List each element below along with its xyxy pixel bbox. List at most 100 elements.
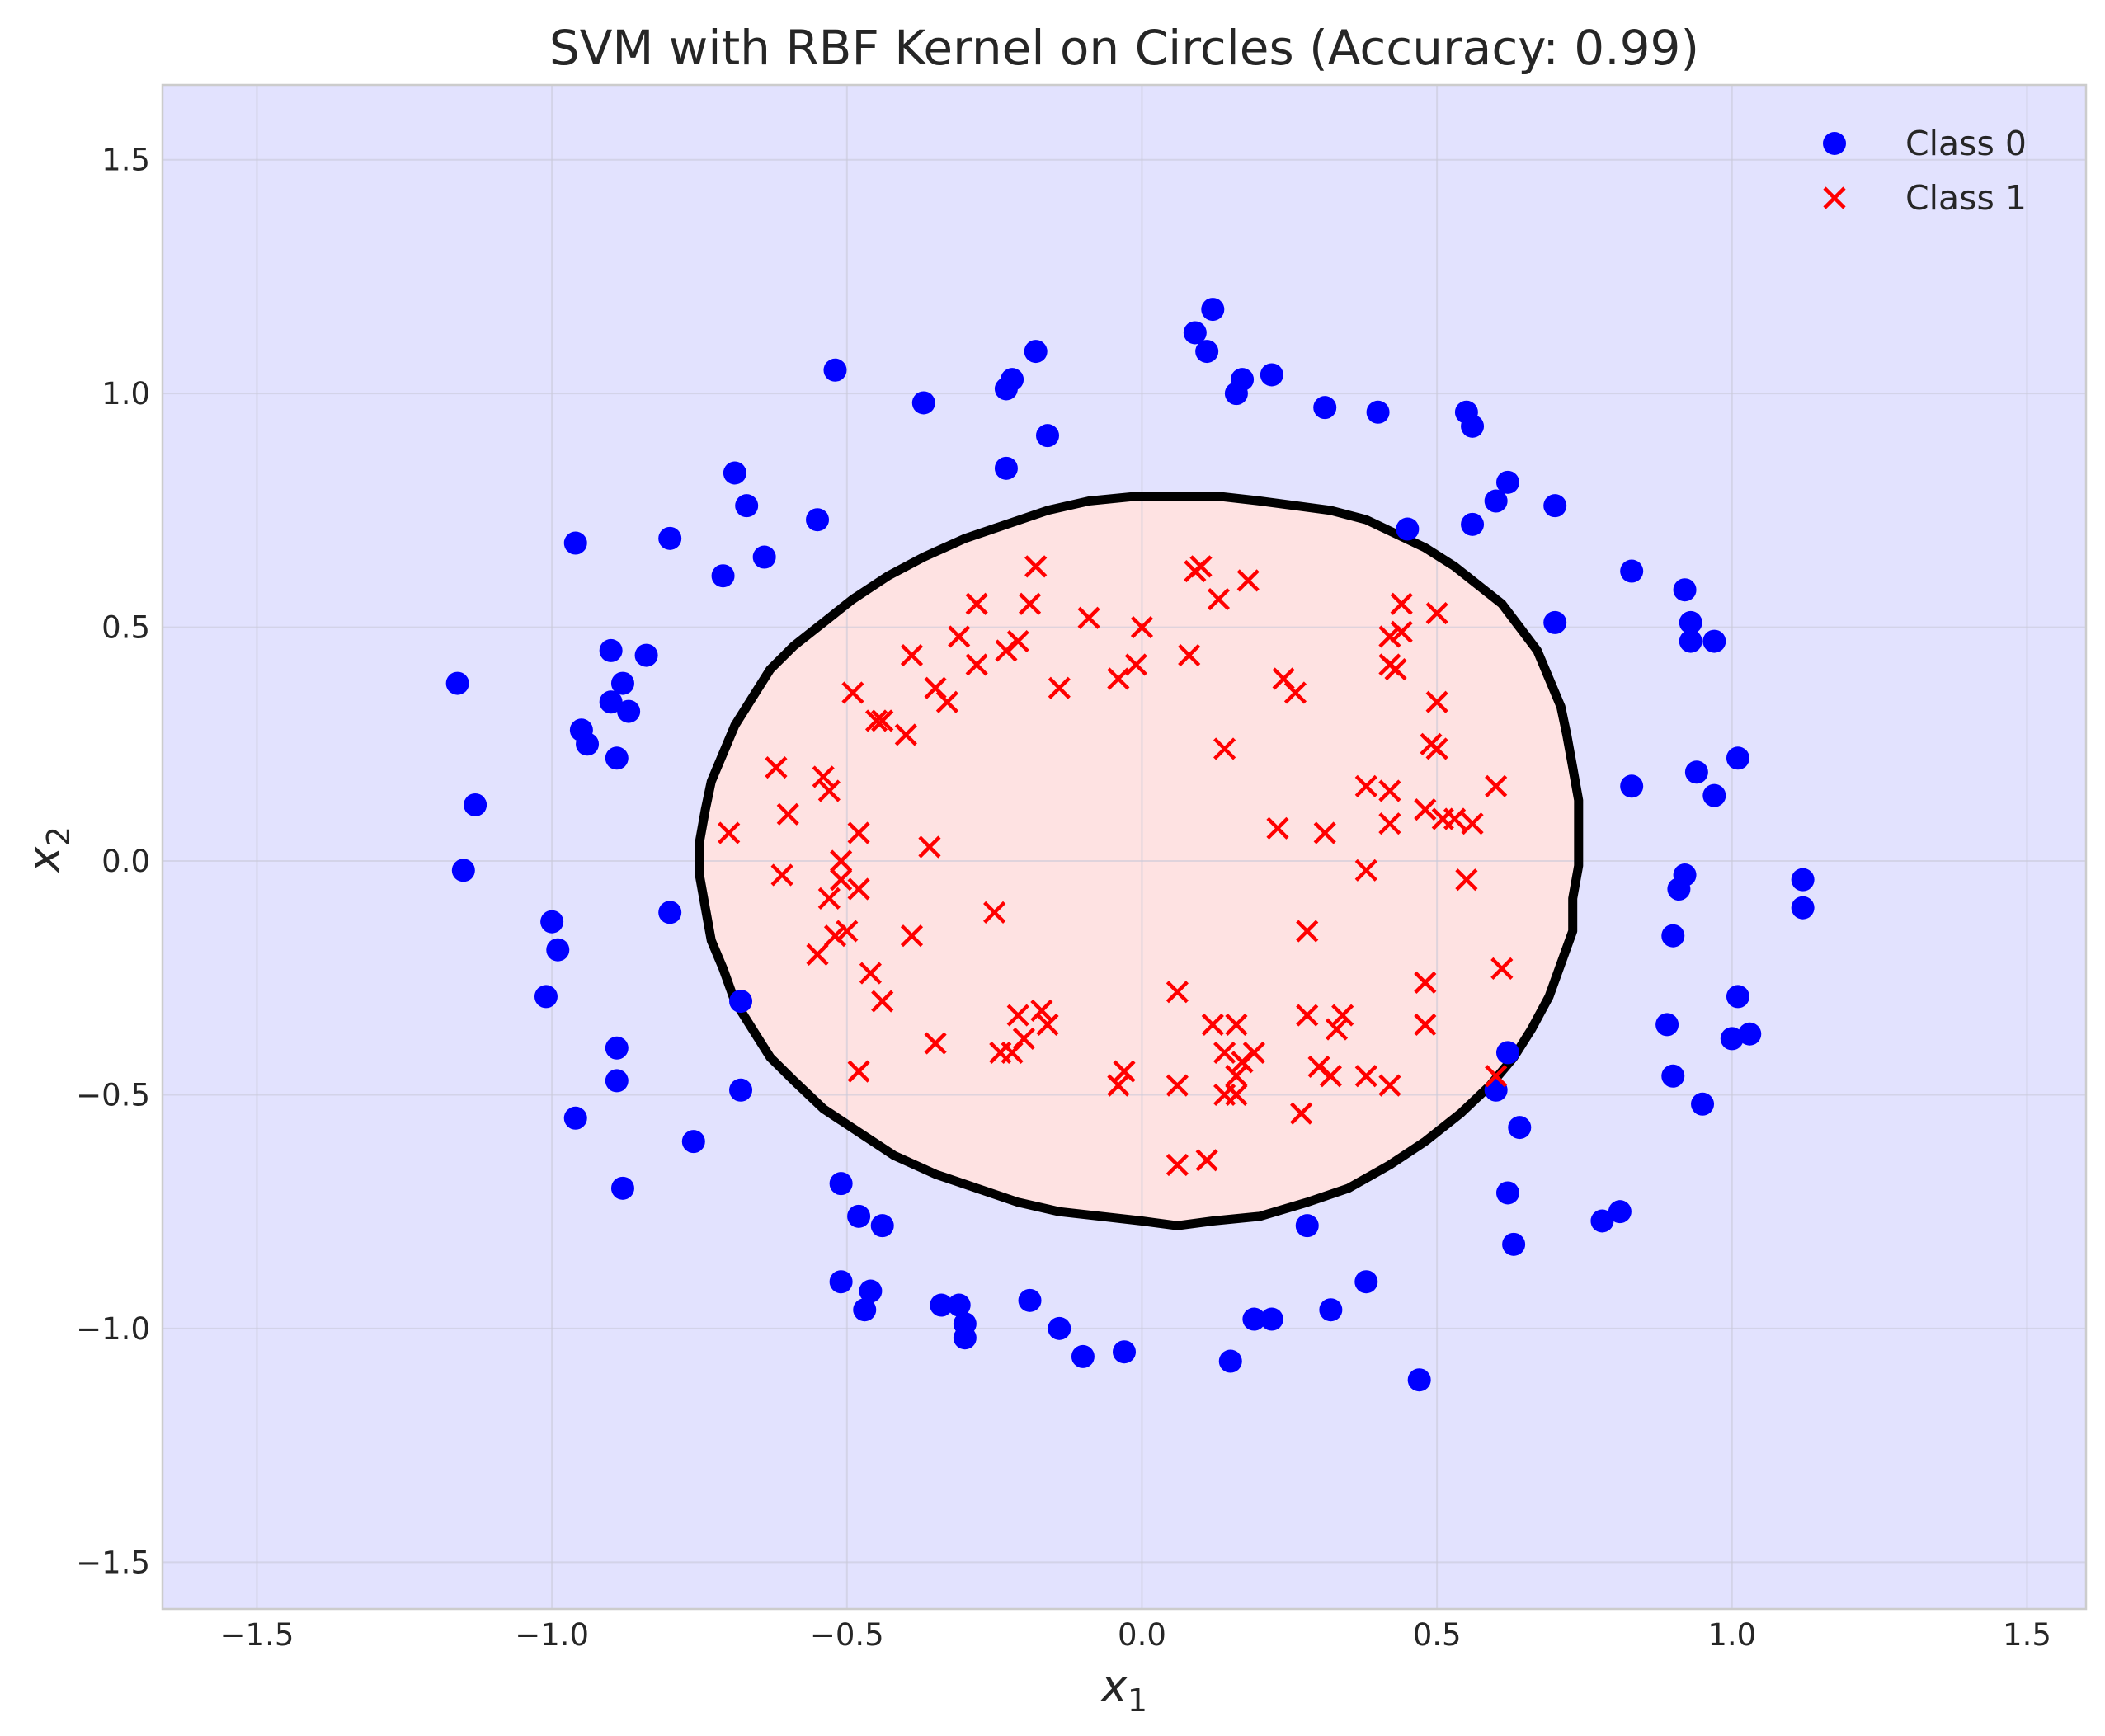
x-axis-ticks: −1.5 −1.0 −0.5 0.0 0.5 1.0 1.5	[220, 1617, 2051, 1653]
legend-marker-class-0	[1823, 132, 1846, 155]
class-0-point	[1543, 494, 1567, 518]
class-1-point	[1213, 737, 1236, 760]
class-1-point	[765, 756, 788, 779]
class-0-point	[859, 1279, 883, 1303]
class-1-point	[1242, 1041, 1265, 1065]
class-1-point	[1290, 1102, 1313, 1125]
class-0-point	[1071, 1344, 1095, 1368]
class-1-point	[1331, 1004, 1354, 1027]
class-0-point	[1260, 363, 1283, 387]
plot-area	[161, 83, 2088, 1611]
class-0-point	[1702, 783, 1726, 807]
class-1-point	[1378, 812, 1401, 835]
class-0-point	[1461, 512, 1485, 536]
legend-marker-class-1	[1823, 186, 1846, 209]
class-0-point	[1224, 382, 1248, 406]
class-1-point	[1414, 971, 1437, 994]
x-tick-label: −1.0	[515, 1617, 589, 1653]
class-0-point	[464, 793, 487, 816]
class-0-point	[930, 1293, 954, 1317]
class-0-point	[1738, 1022, 1762, 1046]
class-0-point	[735, 494, 759, 518]
class-1-point	[770, 863, 793, 887]
class-1-point	[894, 723, 917, 746]
class-0-point	[1495, 470, 1519, 494]
class-1-point	[1006, 1004, 1029, 1027]
class-1-point	[1325, 1018, 1349, 1041]
class-1-point	[1390, 592, 1413, 615]
class-0-point	[1495, 1181, 1519, 1205]
class-1-point	[1178, 643, 1201, 667]
class-0-point	[1354, 1270, 1378, 1294]
x-tick-label: 1.5	[2003, 1617, 2051, 1653]
class-0-point	[599, 690, 623, 714]
class-0-point	[605, 1069, 629, 1093]
class-0-point	[1661, 924, 1685, 948]
class-0-point	[1366, 400, 1390, 424]
class-0-point	[451, 859, 475, 882]
class-0-point	[711, 564, 735, 588]
class-0-point	[1036, 424, 1060, 448]
class-1-point	[1384, 657, 1407, 681]
class-0-point	[829, 1172, 853, 1196]
y-tick-label: 0.5	[101, 610, 150, 646]
x-tick-label: −1.5	[220, 1617, 294, 1653]
class-0-point	[1495, 1041, 1519, 1065]
class-1-point	[776, 802, 799, 826]
class-0-point	[1319, 1298, 1343, 1322]
class-0-point	[546, 938, 570, 962]
class-1-point	[948, 625, 971, 648]
class-0-point	[1620, 559, 1644, 583]
class-0-point	[953, 1326, 977, 1350]
gridlines	[162, 85, 2086, 1609]
class-1-point	[935, 690, 958, 713]
class-1-point	[1225, 1013, 1248, 1037]
class-0-point	[853, 1298, 877, 1322]
class-1-point	[1378, 779, 1401, 802]
class-1-point	[830, 849, 853, 873]
class-1-point	[1024, 555, 1048, 578]
class-0-point	[1183, 321, 1207, 345]
legend: Class 0 Class 1	[1823, 124, 2027, 218]
y-axis-ticks: −1.5 −1.0 −0.5 0.0 0.5 1.0 1.5	[76, 143, 150, 1581]
x-tick-label: −0.5	[810, 1617, 884, 1653]
class-1-point	[1207, 587, 1231, 611]
class-0-point	[1024, 340, 1048, 364]
class-0-point	[1684, 760, 1708, 784]
class-0-point	[563, 531, 587, 555]
class-1-point	[859, 962, 882, 985]
class-0-point	[1048, 1316, 1071, 1340]
class-1-point	[1455, 868, 1478, 892]
class-1-point	[924, 1032, 947, 1055]
class-1-point	[1461, 812, 1484, 835]
class-1-point	[1414, 1013, 1437, 1037]
class-1-point	[1213, 1041, 1236, 1065]
class-1-point	[900, 924, 924, 948]
class-0-point	[1590, 1209, 1614, 1233]
class-0-point	[534, 985, 558, 1009]
class-0-point	[1461, 414, 1485, 438]
class-1-point	[1213, 1083, 1236, 1107]
class-1-point	[1390, 620, 1413, 643]
class-0-point	[994, 456, 1018, 480]
x-tick-label: 0.0	[1118, 1617, 1166, 1653]
x-tick-label: 0.5	[1413, 1617, 1462, 1653]
class-0-point	[1661, 1064, 1685, 1088]
class-1-point	[1077, 606, 1100, 629]
y-axis-label: x2	[18, 826, 77, 874]
class-1-point	[1184, 559, 1207, 583]
x-axis-label-subscript: 1	[1128, 1682, 1147, 1719]
chart-title: SVM with RBF Kernel on Circles (Accuracy…	[549, 20, 1699, 76]
class-0-point	[540, 910, 564, 934]
class-1-point	[1354, 774, 1377, 797]
class-0-point	[1396, 517, 1420, 541]
class-0-point	[870, 1214, 894, 1238]
class-0-point	[1726, 746, 1749, 770]
class-0-point	[1702, 629, 1726, 653]
class-0-point	[1218, 1349, 1242, 1373]
class-0-point	[658, 901, 682, 924]
class-1-point	[1266, 816, 1289, 840]
class-1-point	[1354, 859, 1377, 882]
legend-label-class-1: Class 1	[1905, 178, 2027, 218]
class-0-point	[563, 1106, 587, 1130]
